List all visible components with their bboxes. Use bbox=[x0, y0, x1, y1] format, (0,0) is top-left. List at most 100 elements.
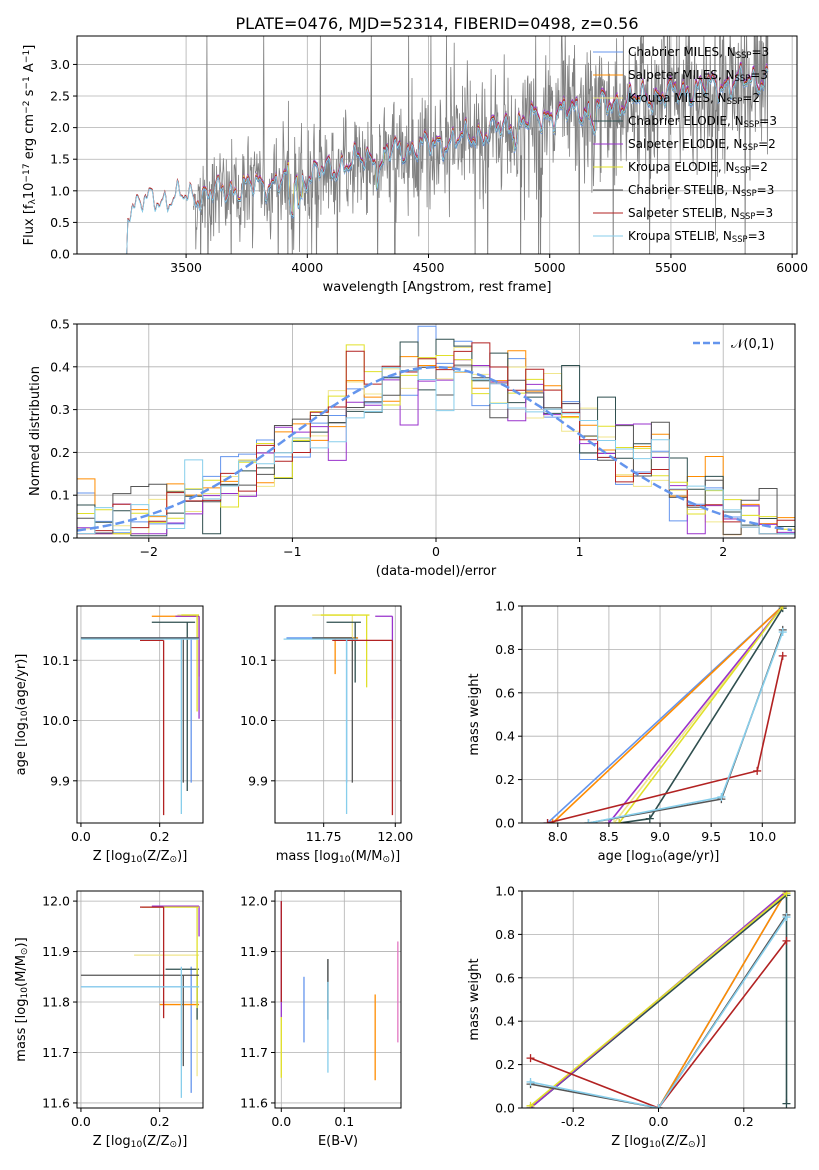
y-tick-label: 2.0 bbox=[50, 120, 70, 135]
y-tick-label: 0.4 bbox=[495, 729, 515, 744]
y-tick-label: 11.9 bbox=[240, 944, 268, 959]
x-tick-label: 5500 bbox=[655, 260, 687, 275]
errorbar-point bbox=[312, 614, 356, 652]
y-tick-label: 0.2 bbox=[495, 1057, 515, 1072]
plot-area bbox=[543, 606, 787, 823]
weight-marker bbox=[584, 819, 593, 823]
legend-entry: Salpeter STELIB, NSSP=3 bbox=[628, 206, 773, 221]
y-axis-label: Normed distribution bbox=[28, 366, 43, 496]
x-tick-label: 6000 bbox=[776, 260, 808, 275]
legend-entry: Kroupa MILES, NSSP=2 bbox=[628, 91, 760, 106]
errorbar-point bbox=[283, 638, 359, 814]
x-tick-label: 12.00 bbox=[377, 829, 413, 844]
axes-massweight_vs_Z: mass weight -0.2 0.0 0.2 0.0 0.2 0.4 0.6 0.8 1.0 Z… bbox=[467, 884, 796, 1150]
legend-entry: Chabrier ELODIE, NSSP=3 bbox=[628, 114, 777, 129]
weight-marker bbox=[615, 819, 624, 823]
x-tick-label: 11.75 bbox=[306, 829, 342, 844]
x-axis-label: Z [log10(Z/Z⊙)] bbox=[93, 849, 188, 865]
legend-entry: 𝒩(0,1) bbox=[731, 337, 774, 352]
x-tick-label: 1 bbox=[576, 544, 584, 559]
x-tick-label: 0.0 bbox=[649, 1114, 669, 1129]
x-tick-label: 0 bbox=[432, 544, 440, 559]
errorbar-point bbox=[165, 968, 200, 1020]
x-tick-label: 4500 bbox=[413, 260, 445, 275]
axes-residuals: Normed distribution 𝒩(0,1) −2 −1 0 1 2 0.0 0.1 0.… bbox=[28, 317, 796, 579]
x-tick-label: 0.2 bbox=[150, 829, 170, 844]
y-tick-label: 0.5 bbox=[50, 317, 70, 332]
y-tick-label: 0.0 bbox=[50, 531, 70, 546]
axes-age_vs_mass: 11.75 12.00 9.9 10.0 10.1 mass [log10(M/M⊙)] bbox=[240, 605, 413, 865]
errorbar-point bbox=[375, 615, 394, 719]
x-tick-label: 0.0 bbox=[71, 829, 91, 844]
x-tick-label: 9.5 bbox=[701, 829, 721, 844]
x-tick-label: 5000 bbox=[534, 260, 566, 275]
legend-entry: Chabrier STELIB, NSSP=3 bbox=[628, 183, 774, 198]
y-tick-label: 10.0 bbox=[42, 713, 70, 728]
x-axis-label: Z [log10(Z/Z⊙)] bbox=[93, 1134, 188, 1150]
errorbar-point bbox=[320, 614, 370, 688]
y-tick-label: 2.5 bbox=[50, 89, 70, 104]
y-tick-label: 11.8 bbox=[240, 995, 268, 1010]
x-tick-label: −1 bbox=[283, 544, 301, 559]
y-tick-label: 0.3 bbox=[50, 402, 70, 417]
legend: Chabrier MILES, NSSP=3 Salpeter MILES, NS… bbox=[593, 45, 777, 244]
weight-line bbox=[547, 655, 784, 823]
x-axis-label: (data-model)/error bbox=[376, 564, 497, 579]
weight-line bbox=[552, 606, 784, 823]
weight-marker bbox=[753, 766, 762, 775]
y-tick-label: 11.6 bbox=[240, 1095, 268, 1110]
y-tick-label: 11.9 bbox=[42, 944, 70, 959]
x-axis-label: mass [log10(M/M⊙)] bbox=[276, 849, 400, 865]
axes-frame bbox=[274, 890, 402, 1109]
y-tick-label: 11.7 bbox=[42, 1045, 70, 1060]
y-tick-label: 10.0 bbox=[240, 713, 268, 728]
axes-mass_vs_ebv: 0.0 0.1 11.6 11.7 11.8 11.9 12.0 E(B-V) bbox=[240, 890, 402, 1149]
x-axis-label: Z [log10(Z/Z⊙)] bbox=[611, 1134, 706, 1150]
y-axis-label: mass [log10(M/M⊙)] bbox=[14, 937, 30, 1061]
y-tick-label: 1.0 bbox=[495, 599, 515, 614]
weight-marker bbox=[526, 1101, 535, 1108]
axes-frame bbox=[76, 890, 204, 1109]
weight-line bbox=[608, 606, 784, 823]
weight-marker bbox=[778, 651, 787, 660]
y-tick-label: 3.0 bbox=[50, 57, 70, 72]
weight-line bbox=[530, 940, 788, 1108]
errorbar-point bbox=[140, 639, 165, 816]
figure-title: PLATE=0476, MJD=52314, FIBERID=0498, z=0… bbox=[235, 14, 638, 33]
x-tick-label: 2 bbox=[719, 544, 727, 559]
plot-area bbox=[80, 905, 200, 1098]
x-axis-label: wavelength [Angstrom, rest frame] bbox=[323, 280, 552, 295]
x-tick-label: -0.2 bbox=[561, 1114, 585, 1129]
weight-line bbox=[618, 606, 784, 823]
axes-frame bbox=[274, 605, 402, 824]
weight-marker bbox=[778, 628, 787, 637]
x-tick-label: 8.0 bbox=[548, 829, 568, 844]
errorbar-point bbox=[177, 614, 200, 640]
errorbar-point bbox=[140, 906, 165, 1019]
x-tick-label: 0.1 bbox=[334, 1114, 354, 1129]
errorbar-point bbox=[80, 638, 200, 814]
y-tick-label: 12.0 bbox=[240, 894, 268, 909]
axes-frame bbox=[521, 605, 796, 824]
errorbar-point bbox=[80, 974, 200, 1067]
errorbar-point bbox=[134, 954, 200, 1077]
errorbar-point bbox=[175, 615, 200, 719]
weight-marker bbox=[782, 913, 791, 922]
x-tick-label: 0.0 bbox=[271, 1114, 291, 1129]
y-tick-label: 0.6 bbox=[495, 685, 515, 700]
histogram-kroupa-elodie bbox=[77, 344, 795, 538]
errorbar-point bbox=[326, 621, 361, 683]
y-tick-label: 0.2 bbox=[50, 445, 70, 460]
y-tick-label: 9.9 bbox=[50, 773, 70, 788]
legend-entry: Salpeter ELODIE, NSSP=2 bbox=[628, 137, 776, 152]
axes-spectrum: Flux [fλ10−17 erg cm−2 s−1 A−1] Chabrier … bbox=[22, 35, 808, 295]
x-tick-label: 9.0 bbox=[650, 829, 670, 844]
errorbar-point bbox=[80, 637, 200, 783]
errorbar-point bbox=[151, 905, 200, 937]
legend-entry: Kroupa STELIB, NSSP=3 bbox=[628, 229, 765, 244]
histogram-kroupa-stelib bbox=[77, 367, 795, 538]
weight-marker bbox=[782, 891, 791, 898]
plot-area bbox=[283, 614, 394, 816]
errorbar-point bbox=[151, 615, 200, 677]
plot-area bbox=[77, 325, 795, 538]
